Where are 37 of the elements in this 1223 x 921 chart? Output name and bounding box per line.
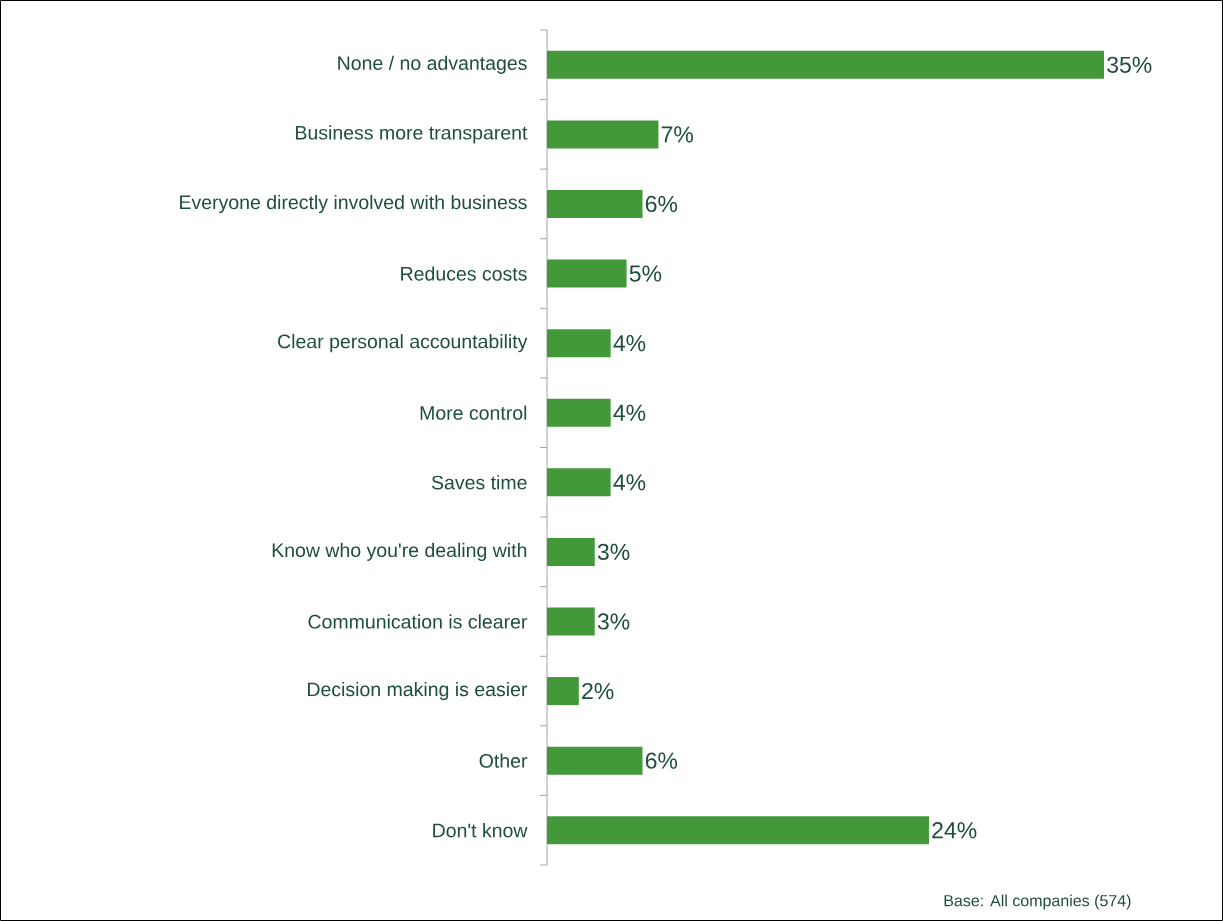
bar	[547, 468, 611, 497]
bar	[547, 120, 659, 149]
y-tick-label: Other	[479, 753, 528, 768]
bar	[547, 607, 595, 636]
y-tick-label: Don't know	[433, 823, 528, 838]
bar	[547, 189, 643, 218]
bar	[547, 537, 595, 566]
data-label: 24%	[932, 822, 977, 839]
bar	[547, 746, 643, 775]
text: Base: All companies (574)	[944, 894, 1131, 910]
y-tick-label: Reduces costs	[401, 266, 527, 281]
bar	[547, 398, 611, 427]
data-label: 3%	[597, 543, 630, 561]
y-tick-label: Clear personal accountability	[278, 334, 528, 353]
bar	[547, 50, 1105, 79]
data-label: 4%	[613, 474, 646, 491]
bar	[547, 259, 627, 288]
y-tick-label: Communication is clearer	[308, 614, 528, 629]
data-label: 6%	[645, 752, 678, 769]
data-label: 3%	[597, 613, 630, 630]
data-label: 7%	[661, 126, 694, 143]
data-label: 2%	[582, 682, 614, 700]
y-tick-label: Decision making is easier	[307, 681, 528, 701]
y-tick-label: Saves time	[431, 475, 527, 490]
y-tick-label: Business more transparent	[296, 125, 528, 144]
bar	[547, 329, 611, 358]
y-tick-label: More control	[420, 405, 527, 420]
data-label: 6%	[645, 195, 678, 213]
data-label: 35%	[1107, 56, 1152, 73]
bar	[547, 816, 929, 845]
data-label: 4%	[613, 404, 646, 421]
y-tick-label: Everyone directly involved with business	[180, 194, 527, 214]
y-tick-label: Know who you're dealing with	[272, 542, 527, 561]
data-label: 5%	[629, 265, 662, 282]
bar	[547, 677, 579, 706]
y-tick-label: None / no advantages	[338, 55, 527, 74]
data-label: 4%	[613, 335, 646, 352]
